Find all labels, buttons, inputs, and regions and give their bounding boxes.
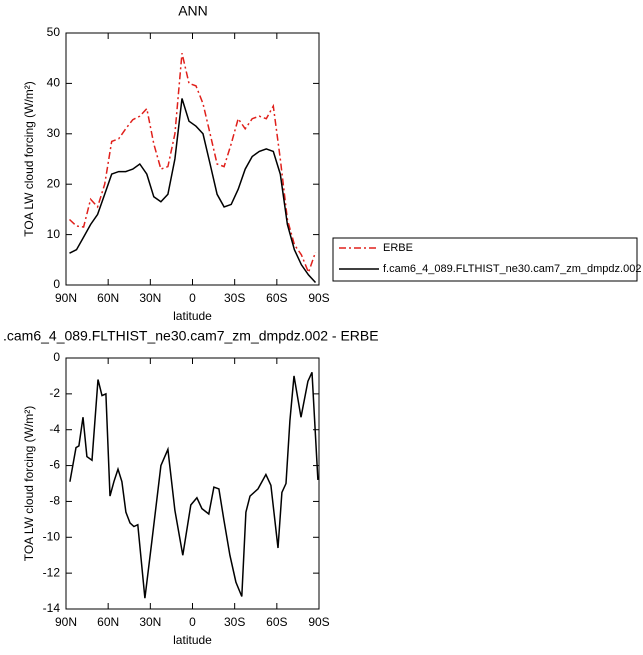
x-tick-label: 60N [97,615,119,629]
y-tick-label: -12 [43,565,61,579]
x-axis-label: latitude [173,309,212,323]
legend-label: ERBE [383,242,413,254]
x-tick-label: 90S [308,291,329,305]
legend-box [332,237,638,282]
y-tick-label: 40 [47,76,61,90]
x-tick-label: 30N [139,291,161,305]
y-tick-label: 0 [53,350,60,364]
plot-frame [65,32,320,286]
y-tick-label: 10 [47,227,61,241]
y-tick-label: 50 [47,25,61,39]
data-line [69,98,317,284]
x-tick-label: 30S [224,291,245,305]
y-tick-label: -8 [49,494,60,508]
x-tick-label: 60S [266,615,287,629]
y-tick-label: -4 [49,422,60,436]
x-tick-label: 90N [55,291,77,305]
x-tick-label: 30N [139,615,161,629]
legend-label: f.cam6_4_089.FLTHIST_ne30.cam7_zm_dmpdz.… [383,263,641,275]
x-tick-label: 90S [308,615,329,629]
y-tick-label: -2 [49,386,60,400]
y-tick-label: 30 [47,126,61,140]
x-tick-label: 0 [189,615,196,629]
x-tick-label: 30S [224,615,245,629]
y-axis-label: TOA LW cloud forcing (W/m²) [22,406,36,562]
x-tick-label: 0 [189,291,196,305]
y-tick-label: -6 [49,458,60,472]
x-tick-label: 90N [55,615,77,629]
y-tick-label: -10 [43,529,61,543]
y-axis-label: TOA LW cloud forcing (W/m²) [22,81,36,237]
plot-frame [65,357,320,610]
x-tick-label: 60N [97,291,119,305]
data-line [68,53,317,275]
data-line [69,371,319,599]
x-axis-label: latitude [173,633,212,647]
y-tick-label: 0 [53,277,60,291]
chart-title: ANN [178,3,208,19]
y-tick-label: 20 [47,176,61,190]
y-tick-label: -14 [43,601,61,615]
x-tick-label: 60S [266,291,287,305]
chart-title: .cam6_4_089.FLTHIST_ne30.cam7_zm_dmpdz.0… [3,328,379,344]
